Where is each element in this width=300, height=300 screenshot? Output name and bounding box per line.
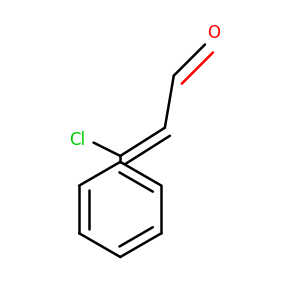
Text: Cl: Cl xyxy=(69,130,85,148)
Text: O: O xyxy=(207,24,220,42)
